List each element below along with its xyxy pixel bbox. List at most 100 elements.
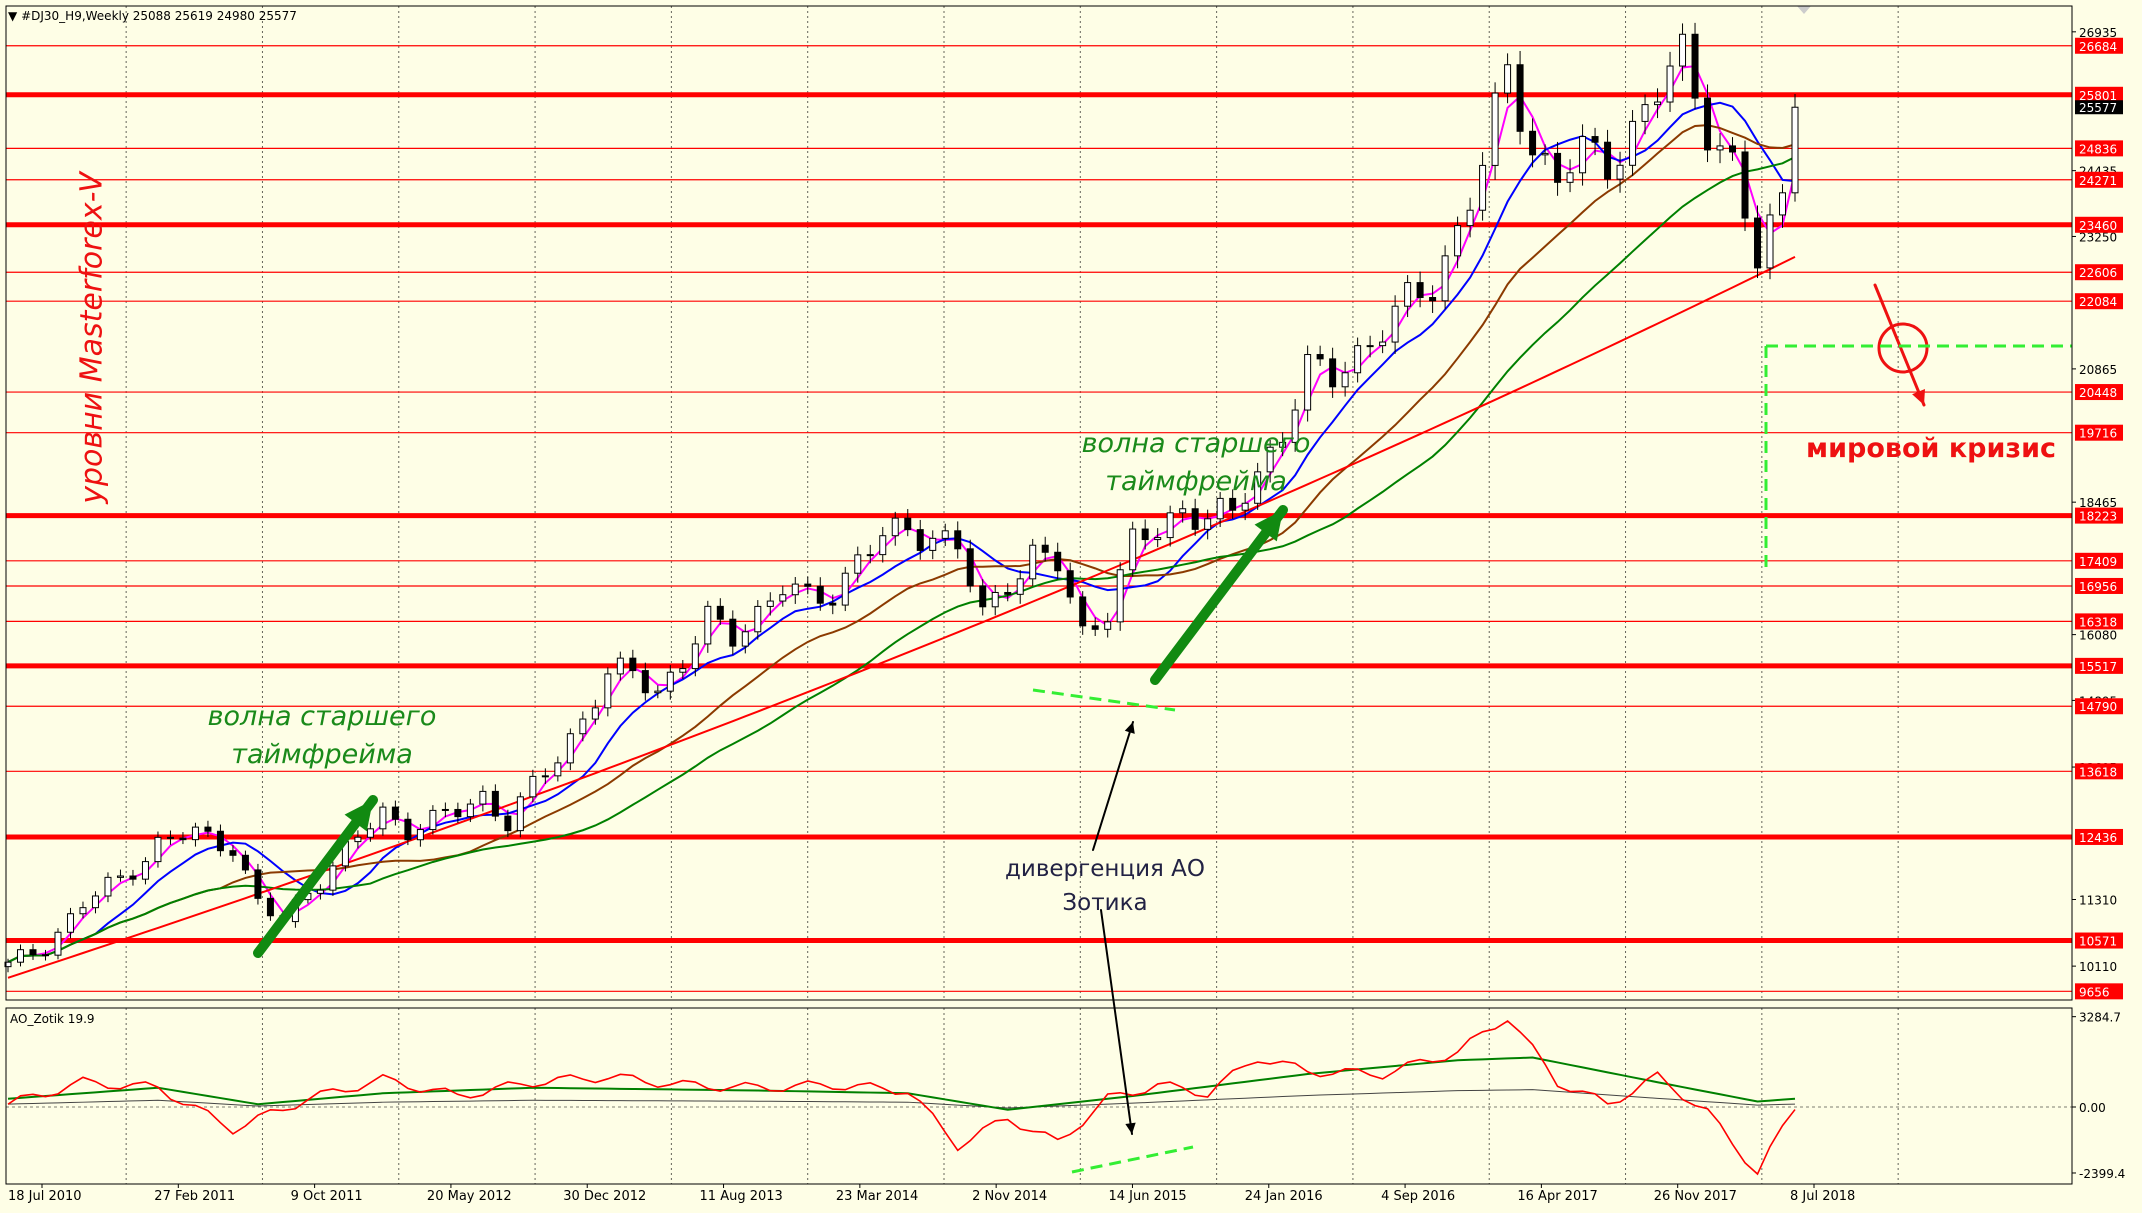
candle-body — [329, 865, 337, 891]
candle-body — [1504, 64, 1512, 94]
level-label-text: 22606 — [2079, 266, 2117, 280]
dropdown-triangle-icon[interactable]: ▼ — [8, 9, 18, 23]
divergence-label-line1: дивергенция АО — [1004, 856, 1206, 882]
candle-body — [116, 875, 124, 878]
candle-body — [454, 808, 462, 818]
axes: 2693524435232502086518465160801489513695… — [5, 5, 2125, 1204]
level-label-bg — [2075, 983, 2123, 1000]
candle-body — [1641, 104, 1649, 122]
candle-body — [754, 605, 762, 633]
candle-body — [804, 583, 812, 587]
divergence-arrow-down-head — [1125, 1122, 1136, 1134]
indicator-tick-label: 3284.7 — [2079, 1011, 2121, 1025]
candle-body — [1491, 92, 1499, 166]
candle-body — [179, 837, 187, 841]
candle-body — [916, 529, 924, 551]
candle-body — [1366, 345, 1374, 348]
wave-label-left-line1: волна старшего — [207, 701, 437, 732]
candle-body — [966, 548, 974, 587]
level-label-text: 23460 — [2079, 219, 2117, 233]
candle-body — [479, 790, 487, 805]
level-label-bg — [2075, 140, 2123, 157]
candle-body — [1004, 591, 1012, 595]
crisis-circle — [1877, 322, 1929, 374]
candle-body — [1691, 33, 1699, 99]
candle-body — [1629, 120, 1637, 166]
candle-body — [554, 762, 562, 777]
x-tick-label: 14 Jun 2015 — [1108, 1189, 1186, 1204]
x-tick-label: 4 Sep 2016 — [1381, 1189, 1455, 1204]
divergence-label: дивергенция АО Зотика — [1005, 852, 1205, 920]
x-tick-label: 24 Jan 2016 — [1245, 1189, 1323, 1204]
price-tick-label: 16080 — [2079, 629, 2117, 643]
candle-body — [1016, 578, 1024, 595]
candle-body — [1529, 130, 1537, 156]
candle-body — [1604, 141, 1612, 180]
candle-body — [1354, 345, 1362, 374]
candle-body — [1654, 101, 1662, 106]
divergence-label-line2: Зотика — [1062, 890, 1148, 916]
ma-red-line — [7, 255, 1796, 979]
x-tick-label: 30 Dec 2012 — [563, 1189, 646, 1204]
wave-arrow-left-head — [344, 800, 373, 832]
candle-body — [1591, 136, 1599, 143]
level-label-bg — [2075, 552, 2123, 569]
candle-body — [766, 600, 774, 607]
candle-body — [1291, 409, 1299, 443]
candle-body — [1379, 341, 1387, 347]
x-tick-label: 16 Apr 2017 — [1517, 1189, 1597, 1204]
candle-body — [1754, 217, 1762, 269]
level-label-text: 24836 — [2079, 142, 2117, 156]
level-label-text: 17409 — [2079, 555, 2117, 569]
candle-body — [1616, 164, 1624, 180]
candle-body — [829, 602, 837, 606]
chart-header: ▼ #DJ30_H9,Weekly 25088 25619 24980 2557… — [8, 9, 297, 23]
candle-body — [1266, 446, 1274, 473]
crisis-label: мировой кризис — [1806, 433, 2057, 464]
level-label-text: 25801 — [2079, 89, 2117, 103]
x-tick-label: 20 May 2012 — [427, 1189, 512, 1204]
level-label-text: 18223 — [2079, 510, 2117, 524]
x-tick-label: 8 Jul 2018 — [1790, 1189, 1855, 1204]
x-tick-label: 9 Oct 2011 — [291, 1189, 363, 1204]
candle-body — [4, 961, 12, 968]
candle-body — [691, 643, 699, 670]
candle-body — [541, 775, 549, 778]
indicator-header: AO_Zotik 19.9 — [10, 1012, 95, 1026]
wave-label-left: волна старшего таймфрейма — [208, 698, 437, 774]
candle-body — [1429, 297, 1437, 302]
moving-averages — [7, 65, 1796, 979]
level-label-bg — [2075, 828, 2123, 845]
level-label-bg — [2075, 932, 2123, 949]
candle-body — [1054, 551, 1062, 572]
candle-body — [904, 517, 912, 531]
level-label-bg — [2075, 384, 2123, 401]
level-labels: 26684 25801 24836 24271 23460 22606 22084 20448… — [2075, 37, 2123, 1000]
candle-body — [741, 631, 749, 647]
candle-body — [604, 673, 612, 709]
level-label-text: 16318 — [2079, 615, 2117, 629]
candle-body — [404, 818, 412, 841]
current-price-label: 25577 — [2079, 101, 2117, 115]
candle-body — [1554, 152, 1562, 183]
candle-body — [354, 836, 362, 843]
ma-brown-line — [7, 124, 1796, 964]
candle-body — [1116, 569, 1124, 623]
candle-body — [154, 836, 162, 863]
chart-drawings — [253, 6, 2072, 1174]
level-label-text: 12436 — [2079, 831, 2117, 845]
level-label-text: 13618 — [2079, 765, 2117, 779]
level-label-text: 16956 — [2079, 580, 2117, 594]
price-tick-label: 18465 — [2079, 496, 2117, 510]
candle-body — [954, 530, 962, 550]
price-tick-label: 11310 — [2079, 893, 2117, 907]
level-label-bg — [2075, 171, 2123, 188]
ma-green-line — [7, 156, 1796, 964]
candle-body — [1179, 508, 1187, 514]
divergence-line-indicator — [1071, 1145, 1194, 1174]
indicator-gray-line — [7, 1089, 1796, 1109]
level-label-bg — [2075, 698, 2123, 715]
candle-body — [16, 949, 24, 963]
candle-body — [416, 829, 424, 841]
level-label-text: 15517 — [2079, 660, 2117, 674]
